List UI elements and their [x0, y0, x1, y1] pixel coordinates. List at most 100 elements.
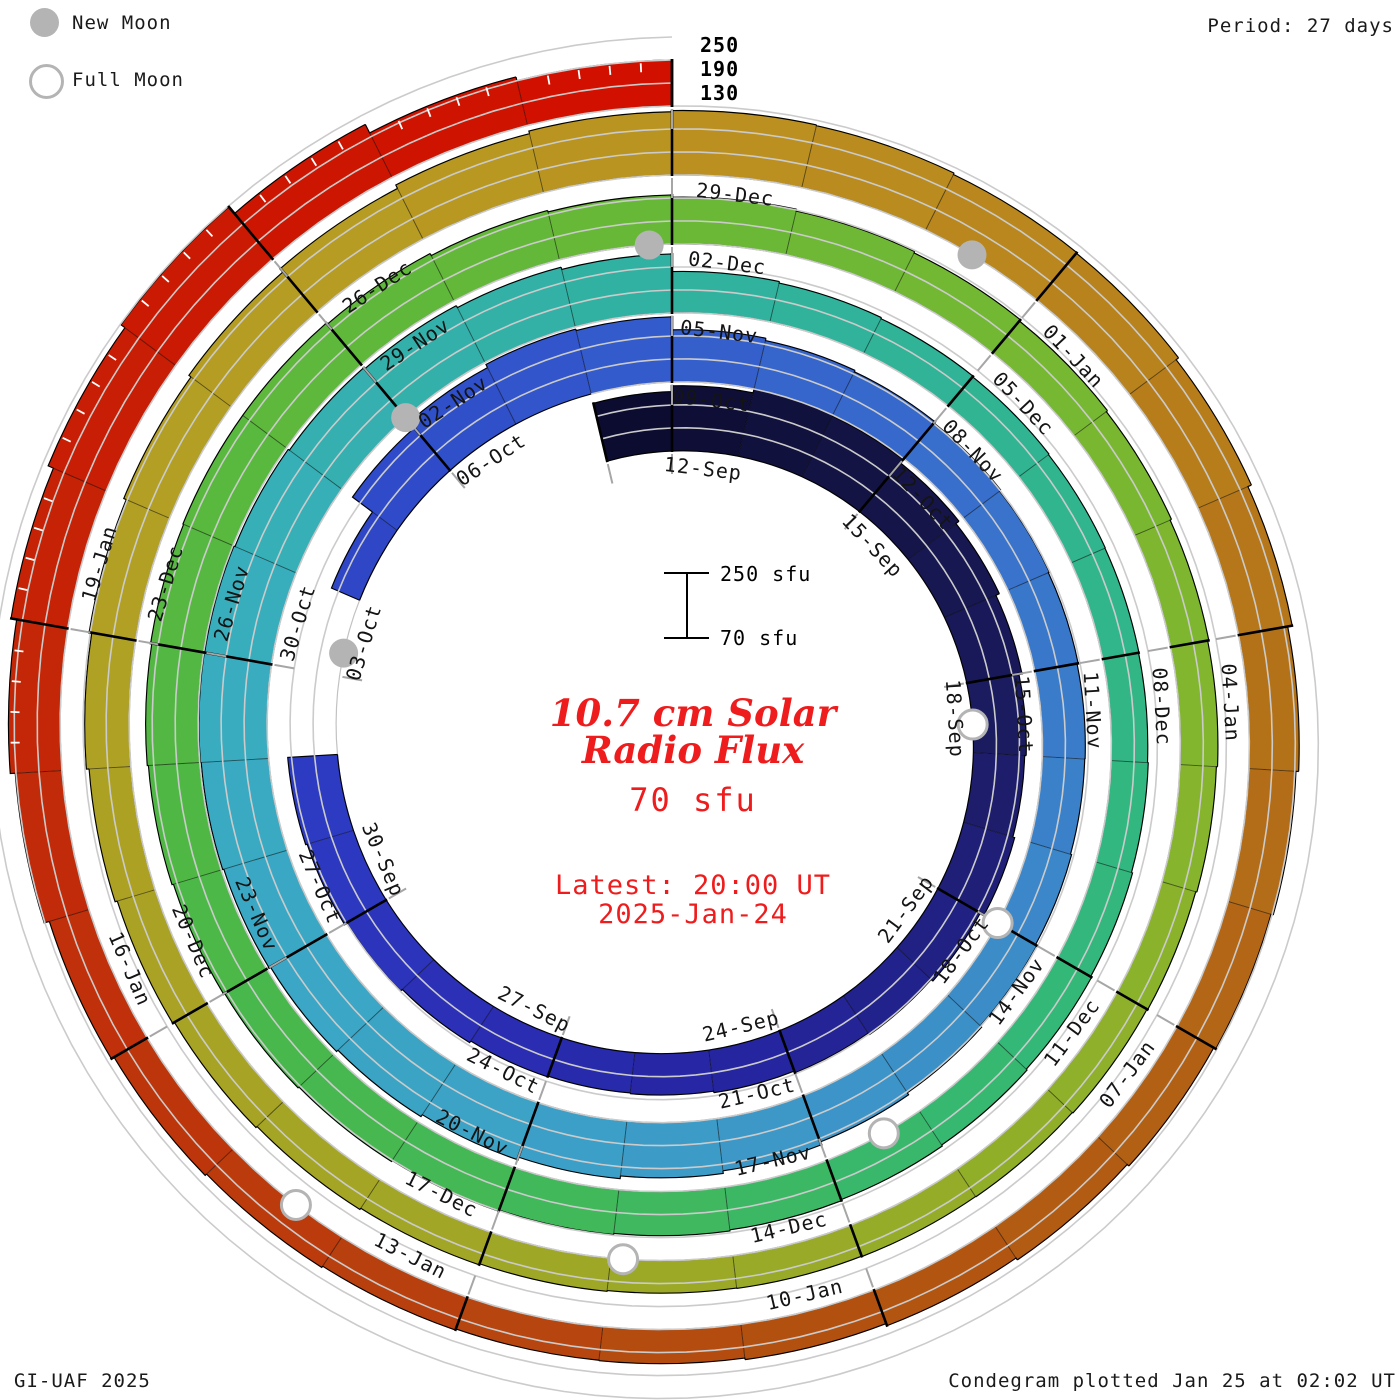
- day-flux-bar: [803, 1053, 909, 1142]
- day-boundary-line: [1018, 454, 1049, 478]
- day-flux-bar: [850, 1168, 976, 1257]
- three-day-boundary-line: [497, 1166, 517, 1213]
- three-day-boundary-line: [477, 1231, 493, 1267]
- latest-hour-tick: [259, 194, 267, 203]
- label-boundary-tick: [976, 354, 992, 372]
- label-boundary-tick: [841, 1203, 851, 1223]
- day-flux-bar: [337, 1007, 456, 1117]
- latest-hour-tick: [455, 96, 461, 106]
- label-boundary-tick: [138, 639, 159, 646]
- day-flux-bar: [145, 643, 204, 766]
- day-boundary-line: [629, 1052, 636, 1094]
- day-flux-bar: [150, 524, 233, 653]
- label-boundary-tick: [1215, 634, 1236, 641]
- day-flux-bar: [672, 329, 767, 390]
- full-moon-marker: [279, 1188, 312, 1221]
- day-flux-bar: [630, 1050, 714, 1096]
- label-boundary-tick: [1036, 945, 1056, 957]
- day-flux-bar: [206, 1149, 342, 1268]
- day-boundary-line: [918, 1110, 943, 1146]
- day-boundary-line: [724, 1187, 731, 1230]
- day-boundary-line: [1042, 756, 1085, 760]
- label-boundary-tick: [70, 627, 91, 634]
- day-flux-bar: [89, 499, 170, 641]
- day-flux-bar: [894, 252, 1021, 353]
- day-boundary-line: [430, 255, 455, 301]
- chart-title-block: 10.7 cm Solar Radio Flux 70 sfu Latest: …: [443, 695, 943, 930]
- day-boundary-line: [456, 307, 486, 363]
- three-day-boundary-line: [1055, 955, 1094, 979]
- latest-hour-tick: [141, 299, 150, 307]
- three-day-boundary-line: [9, 616, 69, 630]
- latest-time-label: Latest: 20:00 UT: [554, 870, 832, 901]
- three-day-boundary-line: [87, 630, 137, 642]
- day-flux-bar: [832, 371, 935, 459]
- day-boundary-line: [289, 449, 342, 490]
- day-flux-bar: [11, 468, 107, 629]
- day-boundary-line: [173, 869, 222, 885]
- day-flux-bar: [234, 124, 392, 260]
- flux-gridline-190sfu: [13, 59, 1297, 1377]
- latest-hour-tick: [546, 75, 551, 85]
- day-flux-bar: [1161, 764, 1217, 893]
- day-flux-bar: [1074, 411, 1172, 536]
- day-flux-bar: [516, 60, 672, 126]
- new-moon-marker: [391, 403, 421, 433]
- scale-bar-top-cap: [664, 572, 709, 574]
- day-boundary-line: [206, 1148, 234, 1175]
- three-day-boundary-line: [946, 374, 975, 408]
- day-flux-bar: [331, 511, 398, 601]
- latest-hour-tick: [33, 526, 43, 532]
- day-flux-bar: [613, 1187, 730, 1236]
- label-boundary-tick: [328, 922, 347, 934]
- label-boundary-tick: [274, 663, 295, 670]
- scale-bar-bottom-label: 70 sfu: [720, 626, 799, 650]
- three-day-boundary-line: [778, 1029, 797, 1075]
- latest-hour-tick: [337, 141, 344, 150]
- label-boundary-tick: [943, 682, 965, 689]
- day-flux-bar: [944, 595, 1022, 684]
- day-flux-bar: [499, 1167, 619, 1235]
- day-flux-bar: [455, 1297, 603, 1361]
- day-boundary-line: [575, 330, 592, 395]
- radial-axis-label-130: 130: [700, 81, 740, 105]
- label-boundary-tick: [794, 1073, 804, 1094]
- day-boundary-line: [234, 546, 297, 574]
- day-flux-bar: [173, 869, 267, 994]
- day-flux-bar: [352, 427, 451, 531]
- day-flux-bar: [49, 909, 148, 1059]
- day-boundary-line: [863, 318, 882, 354]
- day-boundary-line: [1129, 359, 1177, 395]
- day-flux-bar: [593, 391, 672, 462]
- day-boundary-line: [1097, 1136, 1128, 1165]
- day-flux-bar: [948, 376, 1050, 477]
- day-boundary-line: [963, 821, 1013, 838]
- three-day-boundary-line: [801, 1094, 823, 1147]
- label-boundary-tick: [1021, 301, 1036, 319]
- day-flux-bar: [1047, 992, 1148, 1114]
- label-boundary-tick: [770, 1008, 780, 1029]
- day-flux-bar: [470, 1006, 562, 1077]
- latest-hour-tick: [577, 69, 581, 80]
- day-flux-bar: [395, 133, 544, 240]
- day-flux-bar: [235, 449, 342, 573]
- day-flux-bar: [1057, 861, 1133, 977]
- date-label: 15-Oct: [1010, 675, 1038, 755]
- day-flux-bar: [409, 367, 516, 471]
- label-boundary-tick: [1079, 658, 1100, 665]
- new-moon-legend-icon: [30, 8, 59, 37]
- flux-gridline-250sfu: [0, 36, 1320, 1400]
- day-boundary-line: [994, 1226, 1017, 1259]
- label-boundary-tick: [149, 1025, 168, 1038]
- day-flux-bar: [1102, 652, 1148, 763]
- full-moon-marker: [981, 907, 1014, 939]
- scale-bar-top-label: 250 sfu: [720, 562, 812, 586]
- day-boundary-line: [1095, 861, 1132, 873]
- latest-hour-tick: [310, 157, 318, 167]
- label-boundary-tick: [451, 472, 466, 489]
- full-moon-marker: [956, 708, 989, 741]
- day-boundary-line: [117, 889, 156, 902]
- three-day-boundary-line: [109, 1036, 149, 1061]
- day-boundary-line: [801, 415, 833, 477]
